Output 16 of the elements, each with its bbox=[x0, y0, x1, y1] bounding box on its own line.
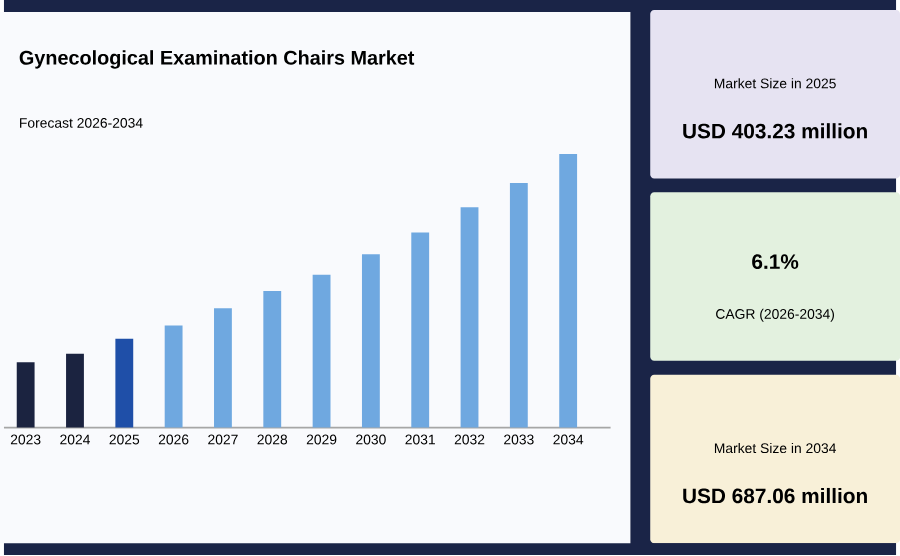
text: USD 687.06 million bbox=[683, 488, 867, 504]
bar bbox=[66, 354, 84, 429]
bar bbox=[411, 233, 430, 429]
bar bbox=[509, 183, 528, 429]
text: 6.1% bbox=[752, 254, 799, 270]
bar bbox=[559, 154, 578, 429]
bar bbox=[115, 339, 134, 429]
bar bbox=[16, 362, 35, 429]
text: USD 403.23 million bbox=[683, 123, 867, 139]
chart-title: Gynecological Examination Chairs Market bbox=[19, 50, 415, 70]
bar bbox=[361, 254, 380, 429]
bar bbox=[460, 207, 479, 429]
bar bbox=[263, 291, 282, 429]
bar bbox=[214, 308, 232, 429]
bar bbox=[164, 326, 183, 429]
bar bbox=[312, 275, 331, 429]
